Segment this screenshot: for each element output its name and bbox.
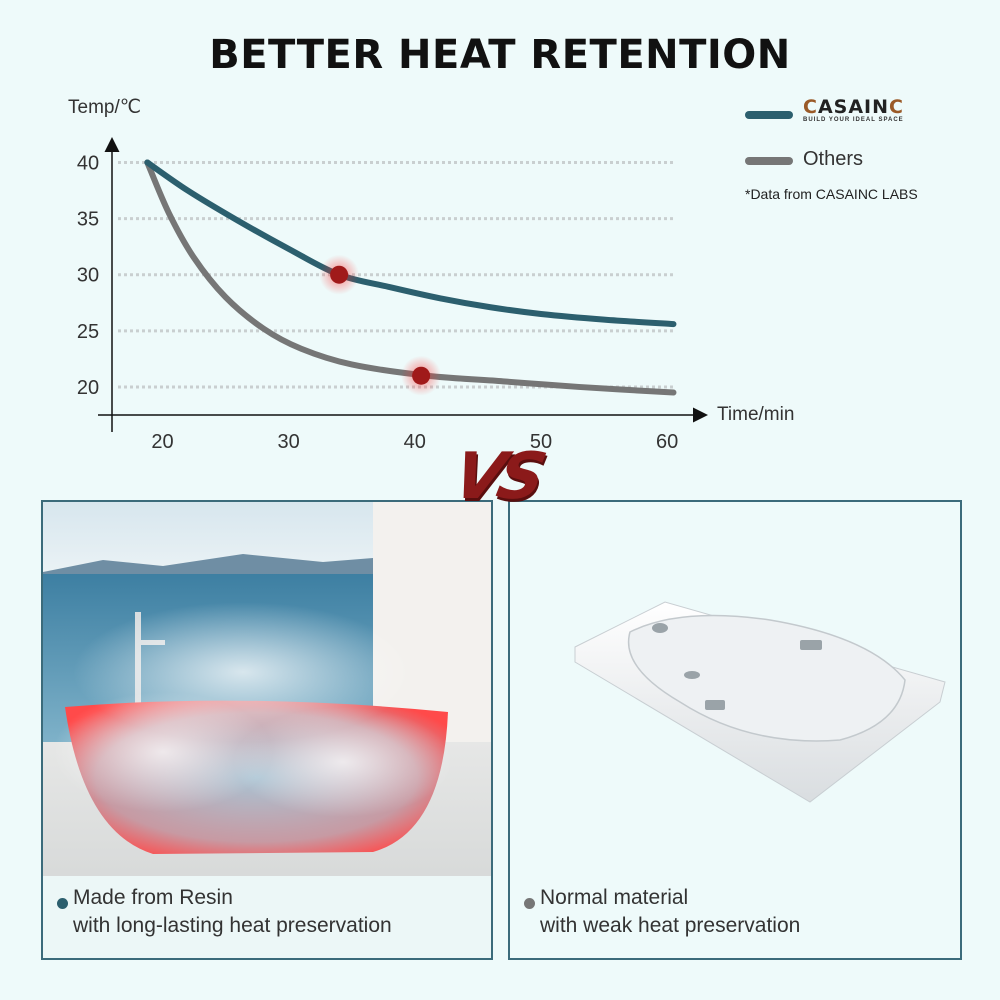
x-tick-label: 40 xyxy=(404,431,426,453)
caption-bullet xyxy=(524,898,535,909)
chart-highlights xyxy=(319,254,442,396)
x-tick-label: 60 xyxy=(656,431,678,453)
x-tick-labels: 20 30 40 50 60 xyxy=(151,431,678,453)
y-tick-label: 30 xyxy=(77,265,99,287)
data-source-note: *Data from CASAINC LABS xyxy=(745,186,918,202)
y-tick-label: 25 xyxy=(77,321,99,343)
series-line-brand xyxy=(144,159,677,328)
normal-tub-panel: Normal material with weak heat preservat… xyxy=(508,500,962,960)
mountains xyxy=(43,554,373,580)
resin-caption: Made from Resin with long-lasting heat p… xyxy=(43,876,491,958)
legend-swatch-others xyxy=(745,157,793,165)
y-tick-label: 40 xyxy=(77,152,99,174)
tub-handle xyxy=(800,640,822,650)
chart-legend: CASAINC BUILD YOUR IDEAL SPACE Others xyxy=(745,92,985,184)
highlight-point-others xyxy=(412,366,431,385)
normal-caption: Normal material with weak heat preservat… xyxy=(510,876,960,958)
caption-line-1: Made from Resin xyxy=(73,886,233,909)
caption-line-2: with weak heat preservation xyxy=(540,914,801,937)
normal-bathtub-scene xyxy=(574,601,946,803)
brand-text: ASAIN xyxy=(817,96,890,118)
brand-end-mark: C xyxy=(889,96,904,118)
caption-bullet xyxy=(57,898,68,909)
y-tick-label: 35 xyxy=(77,209,99,231)
legend-label-others: Others xyxy=(803,148,864,170)
y-tick-labels: 20 25 30 35 40 xyxy=(77,152,99,398)
brand-c-mark: C xyxy=(803,96,818,118)
caption-line-2: with long-lasting heat preservation xyxy=(73,914,392,937)
tub-handle-2 xyxy=(705,700,725,710)
tub-basin xyxy=(627,614,906,742)
brand-name: CASAINC xyxy=(803,96,904,118)
caption-line-1: Normal material xyxy=(540,886,689,909)
x-tick-label: 20 xyxy=(151,431,173,453)
legend-swatch-brand xyxy=(745,111,793,119)
page-title: BETTER HEAT RETENTION xyxy=(209,32,791,78)
heat-retention-chart: Temp/℃ Time/min 20 25 30 35 40 20 30 40 50 60 xyxy=(68,97,794,453)
resin-tub-panel: Made from Resin with long-lasting heat p… xyxy=(41,500,493,960)
tub-overflow xyxy=(652,623,668,633)
chart-series xyxy=(144,159,677,396)
steam-cloud-2 xyxy=(53,692,273,812)
x-tick-label: 50 xyxy=(530,431,552,453)
y-tick-label: 20 xyxy=(77,377,99,399)
steam-cloud-3 xyxy=(233,707,453,817)
legend-item-others: Others xyxy=(745,138,985,184)
x-tick-label: 30 xyxy=(278,431,300,453)
brand-logo: CASAINC BUILD YOUR IDEAL SPACE xyxy=(803,96,904,123)
highlight-point-brand xyxy=(330,265,349,284)
brand-tagline: BUILD YOUR IDEAL SPACE xyxy=(803,117,904,123)
tub-drain xyxy=(684,671,700,679)
y-axis-label: Temp/℃ xyxy=(68,97,141,118)
legend-item-brand: CASAINC BUILD YOUR IDEAL SPACE xyxy=(745,92,985,138)
vs-badge: VS xyxy=(447,440,547,514)
series-line-others xyxy=(144,159,677,396)
x-axis-label: Time/min xyxy=(717,404,794,425)
